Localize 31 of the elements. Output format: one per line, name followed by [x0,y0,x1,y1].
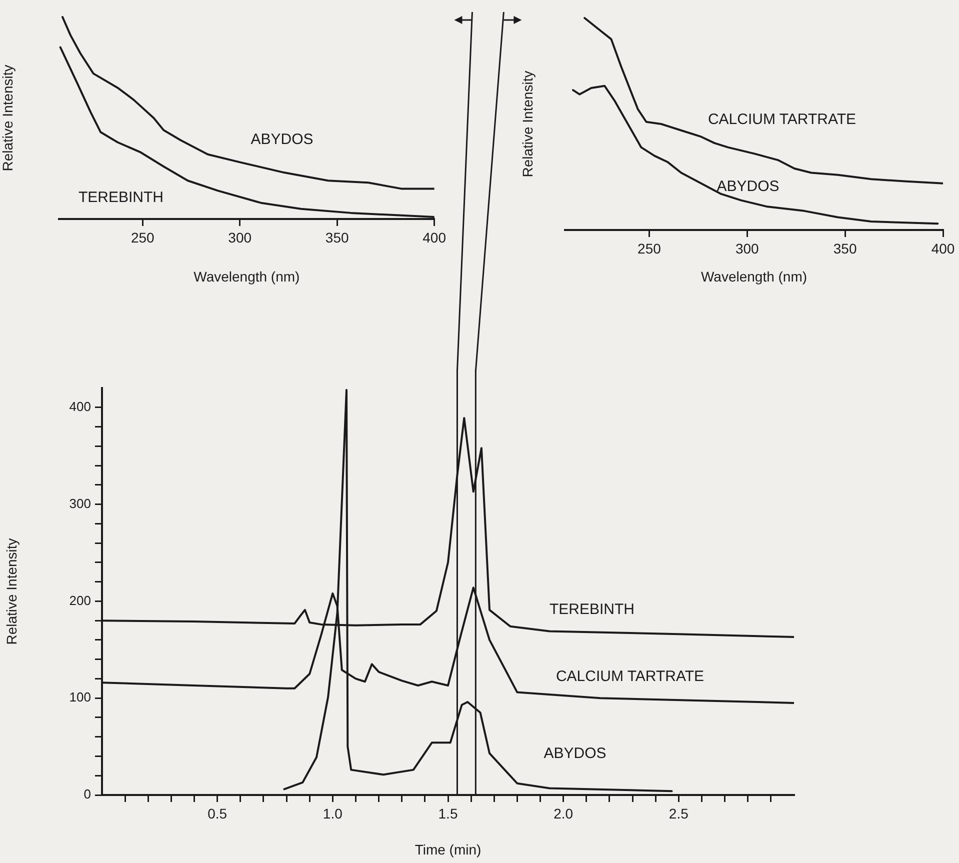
x-axis-title: Time (min) [414,841,482,858]
y-axis-title: Relative Intensity [3,538,20,645]
y-tick-label: 400 [69,398,91,414]
y-tick-label: 200 [69,592,91,608]
series-label: CALCIUM TARTRATE [708,111,856,128]
x-tick-label: 250 [638,240,662,256]
x-tick-label: 2.0 [554,805,574,822]
series-label: ABYDOS [716,178,780,196]
y-axis-title: Relative Intensity [0,64,16,172]
x-tick-label: 1.5 [438,805,458,822]
x-tick-label: 1.0 [322,805,343,822]
y-tick-label: 300 [69,496,91,511]
x-tick-label: 0.5 [208,805,228,822]
x-axis-title: Wavelength (nm) [700,268,808,284]
y-axis-title: Relative Intensity [519,70,536,178]
series-label: ABYDOS [250,131,314,148]
series-label: TEREBINTH [549,601,635,618]
x-tick-label: 300 [735,240,760,256]
x-axis-title: Wavelength (nm) [194,268,300,284]
x-tick-label: 400 [422,229,446,246]
y-tick-label: 100 [69,690,91,705]
x-tick-label: 2.5 [668,805,689,822]
x-tick-label: 400 [931,240,955,256]
series-label: ABYDOS [544,745,606,762]
series-label: TEREBINTH [78,189,164,206]
x-tick-label: 300 [228,229,252,246]
x-tick-label: 350 [325,229,349,246]
x-tick-label: 350 [833,240,857,256]
series-label: CALCIUM TARTRATE [556,668,704,686]
x-tick-label: 250 [130,229,155,246]
y-tick-label: 0 [84,786,91,802]
